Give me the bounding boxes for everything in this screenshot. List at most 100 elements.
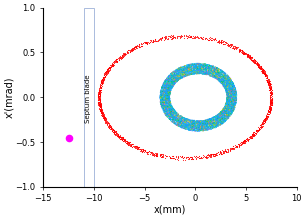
- Point: [167, 102, 172, 106]
- Point: [213, 69, 218, 72]
- Point: [203, 66, 208, 70]
- Point: [177, 125, 182, 129]
- Point: [176, 118, 181, 121]
- Point: [206, 125, 211, 128]
- Point: [185, 73, 190, 76]
- Point: [227, 89, 232, 93]
- Point: [191, 119, 196, 123]
- Point: [215, 113, 220, 117]
- Point: [221, 75, 226, 78]
- Point: [199, 122, 203, 126]
- Point: [170, 120, 175, 124]
- Point: [165, 91, 170, 94]
- Point: [196, 68, 200, 72]
- Point: [223, 86, 228, 89]
- Point: [164, 78, 169, 81]
- Point: [211, 118, 216, 122]
- Point: [198, 65, 203, 69]
- Point: [164, 38, 169, 41]
- Point: [224, 82, 229, 86]
- Point: [168, 113, 173, 116]
- Point: [115, 59, 120, 63]
- Point: [172, 112, 177, 116]
- Point: [174, 76, 178, 79]
- Point: [160, 104, 165, 107]
- Point: [174, 111, 179, 115]
- Point: [227, 105, 232, 108]
- Point: [98, 93, 103, 96]
- Point: [195, 121, 200, 124]
- Point: [211, 126, 216, 130]
- Point: [164, 114, 169, 118]
- Point: [227, 82, 232, 85]
- Point: [185, 64, 190, 68]
- Point: [182, 127, 187, 130]
- Point: [163, 113, 168, 117]
- Point: [210, 71, 215, 74]
- Point: [201, 70, 206, 73]
- Point: [186, 121, 191, 124]
- Point: [158, 95, 163, 99]
- Point: [222, 113, 227, 117]
- Point: [162, 81, 167, 84]
- Point: [168, 83, 173, 86]
- Point: [194, 124, 199, 127]
- Point: [175, 123, 180, 127]
- Point: [227, 106, 232, 110]
- Point: [178, 120, 183, 123]
- Point: [166, 154, 171, 157]
- Point: [191, 68, 196, 72]
- Point: [169, 107, 174, 110]
- Point: [102, 77, 106, 81]
- Point: [227, 101, 232, 105]
- Point: [230, 88, 234, 91]
- Point: [128, 50, 132, 53]
- Point: [162, 88, 166, 91]
- Point: [167, 107, 172, 110]
- Point: [225, 112, 230, 115]
- Point: [258, 67, 263, 70]
- Point: [215, 69, 220, 72]
- Point: [162, 111, 167, 114]
- Point: [230, 109, 235, 113]
- Point: [175, 118, 180, 122]
- Point: [219, 73, 224, 76]
- Point: [163, 155, 168, 158]
- Point: [170, 75, 175, 78]
- Point: [187, 120, 192, 124]
- Point: [226, 90, 231, 93]
- Point: [184, 67, 188, 71]
- Point: [129, 142, 134, 146]
- Point: [204, 126, 209, 130]
- Point: [224, 91, 229, 94]
- Point: [215, 118, 219, 122]
- Point: [206, 155, 211, 159]
- Point: [211, 116, 216, 120]
- Point: [213, 71, 218, 74]
- Point: [169, 110, 174, 114]
- Point: [184, 124, 188, 127]
- Point: [214, 68, 219, 72]
- Point: [207, 67, 211, 70]
- Point: [163, 113, 168, 117]
- Point: [220, 77, 225, 81]
- Point: [210, 66, 215, 70]
- Point: [170, 79, 175, 83]
- Point: [177, 78, 181, 81]
- Point: [221, 78, 226, 81]
- Point: [97, 85, 102, 88]
- Point: [177, 121, 182, 124]
- Point: [215, 113, 220, 117]
- Point: [226, 90, 231, 93]
- Point: [205, 125, 210, 129]
- Point: [253, 132, 258, 135]
- Point: [181, 156, 185, 159]
- Point: [165, 87, 170, 90]
- Point: [172, 108, 177, 111]
- Point: [191, 123, 196, 127]
- Point: [168, 108, 173, 111]
- Point: [100, 111, 105, 115]
- Point: [166, 76, 171, 79]
- Point: [163, 84, 168, 88]
- Point: [196, 128, 201, 131]
